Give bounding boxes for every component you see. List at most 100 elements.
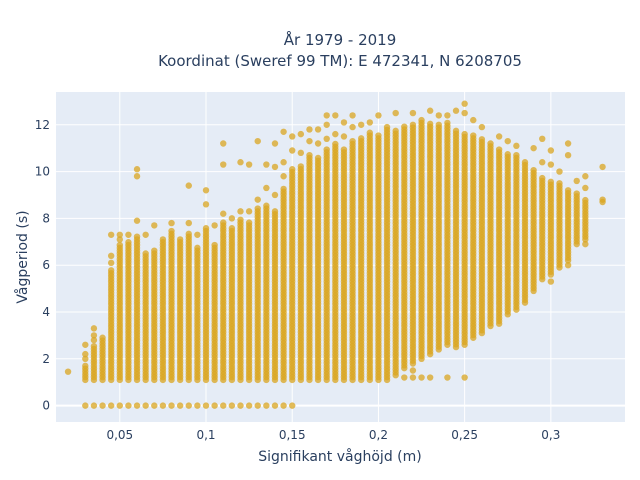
data-point bbox=[426, 120, 434, 128]
data-point bbox=[306, 126, 313, 133]
data-point bbox=[211, 402, 218, 409]
data-point bbox=[245, 402, 253, 409]
data-point bbox=[418, 116, 425, 124]
data-point bbox=[289, 133, 296, 140]
y-axis-label: Vågperiod (s) bbox=[14, 210, 31, 303]
data-point bbox=[142, 250, 149, 257]
data-point bbox=[426, 107, 434, 114]
data-point bbox=[194, 402, 201, 409]
y-tick-label: 6 bbox=[42, 258, 50, 272]
plot-area bbox=[56, 92, 625, 422]
data-point bbox=[357, 121, 365, 128]
data-point bbox=[314, 140, 322, 147]
data-point bbox=[573, 177, 580, 185]
x-axis-label: Signifikant våghöjd (m) bbox=[258, 448, 421, 465]
data-point bbox=[409, 367, 417, 374]
data-point bbox=[125, 231, 132, 238]
data-point bbox=[82, 341, 89, 348]
data-point bbox=[280, 402, 287, 409]
data-point bbox=[220, 210, 227, 217]
data-point bbox=[323, 146, 330, 153]
data-point bbox=[168, 402, 175, 409]
data-point bbox=[401, 374, 408, 381]
data-point bbox=[142, 402, 149, 409]
data-point bbox=[82, 362, 89, 370]
data-point bbox=[349, 123, 356, 131]
data-point bbox=[289, 147, 296, 154]
data-point bbox=[487, 140, 494, 147]
data-point bbox=[435, 112, 442, 119]
x-tick-label: 0,05 bbox=[106, 428, 133, 442]
data-point bbox=[599, 163, 606, 171]
data-point bbox=[392, 109, 399, 117]
data-point bbox=[263, 202, 270, 209]
data-point bbox=[82, 402, 89, 409]
data-point bbox=[556, 180, 563, 187]
data-point bbox=[564, 261, 572, 269]
data-point bbox=[125, 239, 132, 246]
y-tick-label: 10 bbox=[35, 165, 50, 179]
data-point bbox=[297, 163, 305, 170]
data-point bbox=[495, 146, 503, 153]
x-tick-label: 0,3 bbox=[541, 428, 560, 442]
data-point bbox=[375, 112, 382, 119]
data-point bbox=[564, 187, 572, 194]
data-point bbox=[271, 163, 279, 171]
data-point bbox=[323, 112, 330, 119]
data-point bbox=[539, 135, 546, 143]
data-point bbox=[159, 236, 167, 243]
data-point bbox=[461, 109, 468, 117]
data-point bbox=[185, 219, 192, 227]
data-point bbox=[254, 196, 261, 203]
data-point bbox=[366, 119, 374, 126]
data-point bbox=[547, 278, 555, 285]
data-point bbox=[99, 334, 106, 341]
data-point bbox=[245, 219, 253, 226]
data-point bbox=[461, 100, 468, 107]
data-point bbox=[202, 187, 210, 194]
data-point bbox=[306, 151, 313, 159]
data-point bbox=[90, 342, 98, 350]
chart-title-line2: Koordinat (Sweref 99 TM): E 472341, N 62… bbox=[158, 52, 522, 70]
data-point bbox=[176, 402, 184, 409]
data-point bbox=[116, 236, 123, 243]
data-point bbox=[151, 222, 158, 229]
data-point bbox=[478, 123, 486, 131]
data-point bbox=[176, 236, 184, 243]
data-point bbox=[245, 161, 253, 168]
tick-labels: 0 2 4 6 8 10 12 0,05 0,1 0,15 0,2 0,25 0,3 bbox=[35, 118, 561, 442]
data-point bbox=[426, 374, 434, 381]
data-point bbox=[220, 161, 227, 168]
data-point bbox=[495, 133, 503, 140]
data-point bbox=[116, 402, 123, 409]
data-point bbox=[271, 208, 279, 215]
data-point bbox=[159, 402, 167, 409]
data-point bbox=[185, 402, 192, 409]
data-point bbox=[547, 147, 555, 154]
data-point bbox=[107, 259, 115, 267]
data-point bbox=[194, 244, 201, 252]
data-point bbox=[133, 166, 141, 173]
data-point bbox=[280, 185, 287, 193]
data-point bbox=[168, 227, 175, 235]
data-point bbox=[133, 402, 141, 409]
data-point bbox=[107, 231, 115, 238]
data-point bbox=[539, 159, 546, 166]
data-point bbox=[401, 123, 408, 130]
data-point bbox=[133, 217, 141, 224]
data-point bbox=[133, 173, 141, 180]
data-point bbox=[357, 135, 365, 142]
data-point bbox=[461, 374, 468, 381]
data-point bbox=[151, 402, 158, 409]
data-point bbox=[340, 119, 348, 126]
data-point bbox=[521, 159, 529, 166]
data-point bbox=[90, 336, 98, 344]
data-point bbox=[383, 123, 391, 131]
data-point bbox=[194, 231, 201, 238]
data-point bbox=[375, 132, 382, 139]
data-point bbox=[211, 241, 218, 249]
data-point bbox=[263, 402, 270, 409]
data-point bbox=[392, 127, 399, 135]
data-point bbox=[444, 112, 451, 119]
data-point bbox=[599, 198, 606, 206]
